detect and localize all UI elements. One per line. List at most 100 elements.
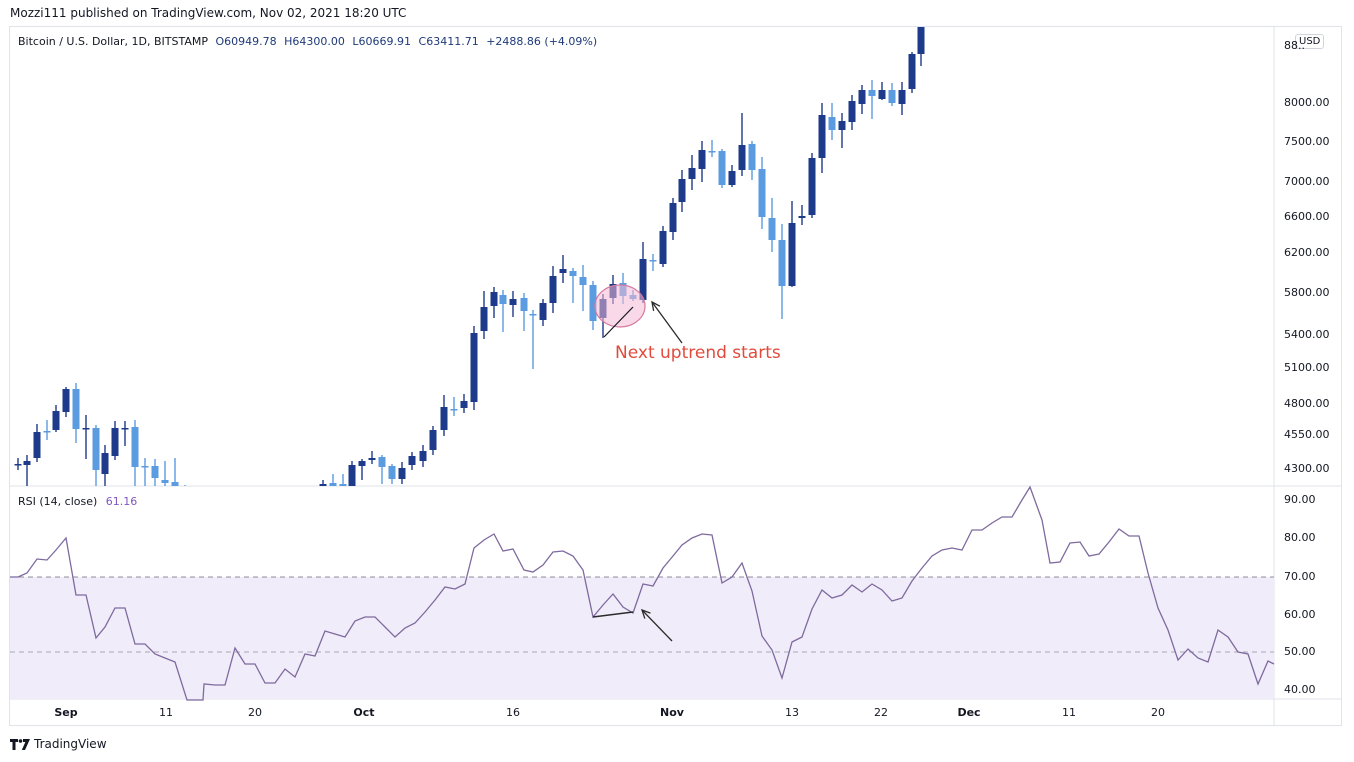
time-tick-label: 22 — [874, 706, 888, 719]
candle-body — [768, 218, 776, 240]
annotation-text: Next uptrend starts — [615, 343, 781, 363]
candle-body — [778, 240, 786, 286]
price-tick-label: 4550.00 — [1284, 428, 1330, 441]
candle-body — [339, 484, 347, 486]
time-tick-label: 13 — [785, 706, 799, 719]
annotation-arrow — [651, 301, 683, 344]
time-tick-label: 11 — [159, 706, 173, 719]
price-tick-label: 6200.00 — [1284, 246, 1330, 259]
candle-body — [101, 453, 109, 474]
candle-body — [429, 430, 437, 450]
trend-line — [603, 306, 634, 338]
candle-body — [358, 461, 366, 466]
price-tick-label: 5800.00 — [1284, 286, 1330, 299]
candle-body — [460, 401, 468, 408]
annotation-arrow-head — [651, 300, 661, 311]
candle-body — [848, 101, 856, 122]
candle-body — [828, 117, 836, 130]
candle-body — [509, 299, 517, 305]
candle-body — [23, 461, 31, 465]
candle-body — [419, 451, 427, 461]
candle-body — [888, 90, 896, 103]
candle-body — [72, 389, 80, 429]
time-tick-label: Nov — [660, 706, 684, 719]
price-tick-label: 88.. — [1284, 39, 1305, 52]
price-tick-label: 7000.00 — [1284, 175, 1330, 188]
candle-body — [808, 158, 816, 215]
candle-body — [43, 431, 51, 433]
candle-body — [718, 151, 726, 185]
price-tick-label: 5400.00 — [1284, 328, 1330, 341]
candle-body — [559, 269, 567, 273]
rsi-band — [10, 577, 1274, 699]
candle-body — [639, 259, 647, 300]
rsi-tick-label: 60.00 — [1284, 608, 1316, 621]
candle-body — [368, 458, 376, 460]
tradingview-logo-icon — [10, 738, 30, 750]
time-tick-label: 20 — [248, 706, 262, 719]
candle-body — [678, 179, 686, 202]
rsi-tick-label: 90.00 — [1284, 493, 1316, 506]
candle-body — [698, 150, 706, 169]
candle-body — [121, 428, 129, 430]
price-tick-label: 7500.00 — [1284, 135, 1330, 148]
time-tick-label: 20 — [1151, 706, 1165, 719]
ohlc-low: L60669.91 — [352, 35, 412, 48]
candle-body — [92, 428, 100, 470]
symbol-legend: Bitcoin / U.S. Dollar, 1D, BITSTAMP O609… — [18, 35, 597, 48]
candle-body — [748, 144, 756, 170]
candle-body — [758, 169, 766, 217]
time-tick-label: Oct — [353, 706, 375, 719]
ohlc-close: C63411.71 — [418, 35, 479, 48]
candle-body — [62, 389, 70, 412]
time-tick-label: 16 — [506, 706, 520, 719]
candle-body — [917, 27, 925, 54]
candle-body — [490, 292, 498, 306]
candle-body — [348, 465, 356, 486]
candle-body — [450, 409, 458, 411]
candle-body — [14, 464, 22, 466]
candle-body — [858, 90, 866, 104]
candle-body — [319, 484, 327, 486]
highlight-ellipse — [594, 284, 646, 328]
currency-badge[interactable]: USD — [1295, 34, 1325, 49]
chart-frame[interactable] — [9, 26, 1342, 726]
tradingview-logo[interactable]: TradingView — [10, 737, 107, 751]
candle-body — [82, 428, 90, 430]
ohlc-open: O60949.78 — [215, 35, 277, 48]
rsi-tick-label: 80.00 — [1284, 531, 1316, 544]
candle-body — [398, 468, 406, 479]
rsi-line — [10, 485, 1275, 701]
candle-body — [520, 298, 528, 311]
time-tick-label: Sep — [54, 706, 78, 719]
candle-body — [408, 456, 416, 465]
candle-body — [908, 54, 916, 89]
candle-body — [589, 285, 597, 321]
rsi-arrow — [641, 609, 673, 642]
candle-body — [529, 314, 537, 316]
candle-body — [838, 121, 846, 130]
candle-body — [708, 151, 716, 153]
candle-body — [798, 216, 806, 218]
price-tick-label: 8000.00 — [1284, 96, 1330, 109]
candle-body — [878, 90, 886, 99]
candle-body — [539, 303, 547, 320]
rsi-divergence-line — [592, 611, 634, 618]
rsi-value: 61.16 — [105, 495, 138, 508]
published-caption: Mozzi111 published on TradingView.com, N… — [10, 6, 407, 20]
price-tick-label: 4300.00 — [1284, 462, 1330, 475]
price-tick-label: 5100.00 — [1284, 361, 1330, 374]
time-tick-label: Dec — [957, 706, 981, 719]
price-tick-label: 6600.00 — [1284, 210, 1330, 223]
candle-body — [669, 203, 677, 232]
rsi-tick-label: 50.00 — [1284, 645, 1316, 658]
rsi-tick-label: 40.00 — [1284, 683, 1316, 696]
candle-body — [329, 483, 337, 486]
rsi-label: RSI (14, close) — [18, 495, 98, 508]
candle-body — [549, 276, 557, 303]
candle-body — [33, 432, 41, 458]
ohlc-high: H64300.00 — [284, 35, 345, 48]
ohlc-change: +2488.86 (+4.09%) — [486, 35, 598, 48]
candle-body — [868, 90, 876, 96]
